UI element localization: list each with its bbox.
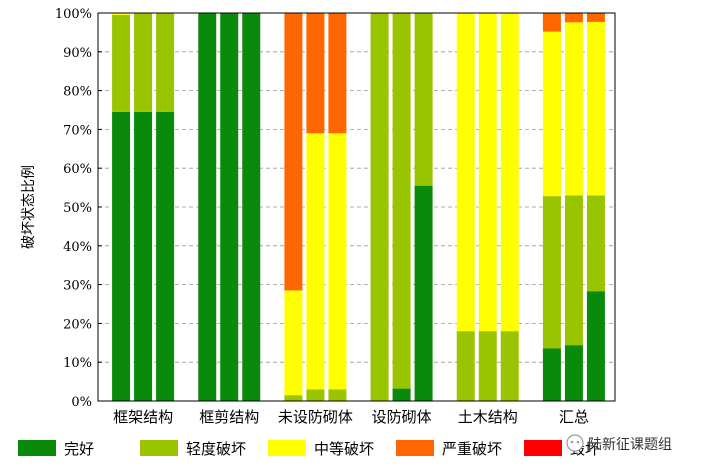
bar-segment-完好 [156, 111, 175, 401]
bar-segment-严重破坏 [306, 13, 325, 134]
y-tick-label: 0% [71, 395, 92, 410]
legend-swatch [140, 440, 178, 456]
legend-swatch [268, 440, 306, 456]
bar-segment-中等破坏 [564, 22, 583, 196]
bar-segment-轻度破坏 [328, 389, 347, 401]
x-category-label: 土木结构 [458, 408, 518, 426]
bar-segment-严重破坏 [586, 13, 605, 22]
bar-segment-轻度破坏 [156, 13, 175, 112]
bar-segment-严重破坏 [328, 13, 347, 134]
watermark: 陆新征课题组 [566, 434, 672, 453]
bar-segment-轻度破坏 [284, 395, 303, 401]
bar-segment-轻度破坏 [414, 13, 433, 186]
legend-label: 严重破坏 [442, 440, 502, 458]
y-tick-labels: 0% 10% 20% 30% 40% 50% 60% 70% 80% 90% 100% [55, 7, 92, 410]
bar-segment-轻度破坏 [392, 13, 411, 389]
y-tick-label: 30% [63, 279, 92, 294]
legend-label: 轻度破坏 [186, 440, 246, 458]
bar-segment-中等破坏 [542, 31, 561, 197]
axes [97, 12, 616, 402]
bars [112, 13, 605, 401]
y-tick-label: 60% [63, 162, 92, 177]
bar-segment-中等破坏 [328, 133, 347, 390]
y-tick-label: 10% [63, 356, 92, 371]
bar-segment-轻度破坏 [134, 13, 153, 112]
legend-swatch [18, 440, 56, 456]
bar-segment-完好 [198, 13, 217, 401]
bar-segment-中等破坏 [112, 13, 131, 15]
bar-segment-完好 [134, 111, 153, 401]
bar-segment-严重破坏 [284, 13, 303, 291]
y-tick-label: 50% [63, 201, 92, 216]
bar-segment-中等破坏 [500, 13, 519, 332]
bar-segment-中等破坏 [306, 133, 325, 390]
legend-swatch [524, 440, 562, 456]
bar-segment-轻度破坏 [564, 195, 583, 346]
bar-segment-轻度破坏 [112, 14, 131, 112]
legend-swatch [396, 440, 434, 456]
bar-segment-轻度破坏 [500, 331, 519, 401]
bar-segment-完好 [542, 348, 561, 401]
bar-segment-完好 [220, 13, 239, 401]
x-category-label: 汇总 [559, 408, 589, 426]
bar-segment-轻度破坏 [306, 389, 325, 401]
y-tick-label: 80% [63, 85, 92, 100]
legend-label: 完好 [64, 440, 94, 458]
y-tick-label: 90% [63, 46, 92, 61]
y-axis-label: 破坏状态比例 [21, 165, 37, 249]
y-tick-label: 100% [55, 7, 92, 22]
legend: 完好 轻度破坏 中等破坏 严重破坏 毁坏 [18, 440, 600, 458]
gridlines [98, 51, 615, 363]
bar-segment-完好 [242, 13, 261, 401]
wechat-icon [566, 434, 584, 452]
bar-segment-完好 [586, 291, 605, 401]
bar-segment-完好 [112, 111, 131, 401]
bar-segment-完好 [414, 185, 433, 401]
bar-segment-轻度破坏 [456, 331, 475, 401]
bar-segment-完好 [392, 388, 411, 401]
bar-segment-中等破坏 [284, 290, 303, 396]
watermark-text: 陆新征课题组 [588, 437, 672, 453]
bar-segment-轻度破坏 [478, 331, 497, 401]
y-tick-label: 70% [63, 123, 92, 138]
bar-segment-轻度破坏 [370, 13, 389, 401]
bar-segment-严重破坏 [542, 13, 561, 32]
bar-segment-轻度破坏 [542, 196, 561, 349]
x-category-label: 设防砌体 [372, 408, 432, 426]
y-tick-label: 20% [63, 317, 92, 332]
x-category-labels: 框架结构 框剪结构 未设防砌体 设防砌体 土木结构 汇总 [113, 408, 589, 426]
legend-label: 中等破坏 [314, 440, 374, 458]
y-tick-label: 40% [63, 240, 92, 255]
bar-segment-中等破坏 [478, 13, 497, 332]
x-category-label: 框架结构 [113, 408, 173, 426]
plot-frame [97, 12, 616, 402]
bar-segment-完好 [564, 345, 583, 401]
bar-segment-中等破坏 [456, 13, 475, 332]
x-category-label: 未设防砌体 [278, 408, 353, 426]
bar-segment-轻度破坏 [586, 195, 605, 292]
bar-segment-中等破坏 [586, 21, 605, 196]
x-category-label: 框剪结构 [199, 408, 259, 426]
bar-segment-严重破坏 [564, 13, 583, 23]
